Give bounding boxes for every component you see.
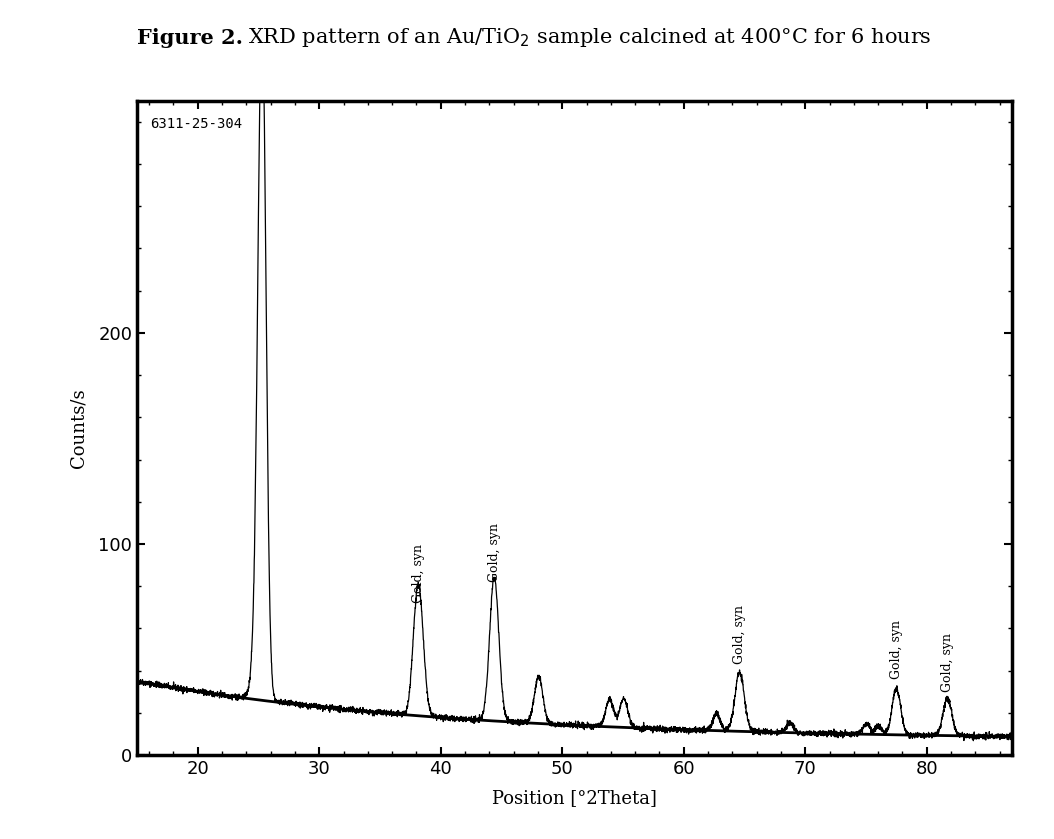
Text: 6311-25-304: 6311-25-304 (150, 117, 242, 131)
X-axis label: Position [°2Theta]: Position [°2Theta] (492, 789, 657, 807)
Text: Gold, syn: Gold, syn (412, 545, 426, 603)
Text: Gold, syn: Gold, syn (488, 523, 501, 582)
Text: Figure 2.: Figure 2. (137, 28, 243, 48)
Text: Gold, syn: Gold, syn (890, 620, 903, 679)
Y-axis label: Counts/s: Counts/s (70, 388, 87, 467)
Text: Gold, syn: Gold, syn (941, 633, 954, 692)
Text: Gold, syn: Gold, syn (734, 605, 746, 664)
Text: XRD pattern of an Au/TiO$_2$ sample calcined at 400°C for 6 hours: XRD pattern of an Au/TiO$_2$ sample calc… (248, 26, 932, 50)
